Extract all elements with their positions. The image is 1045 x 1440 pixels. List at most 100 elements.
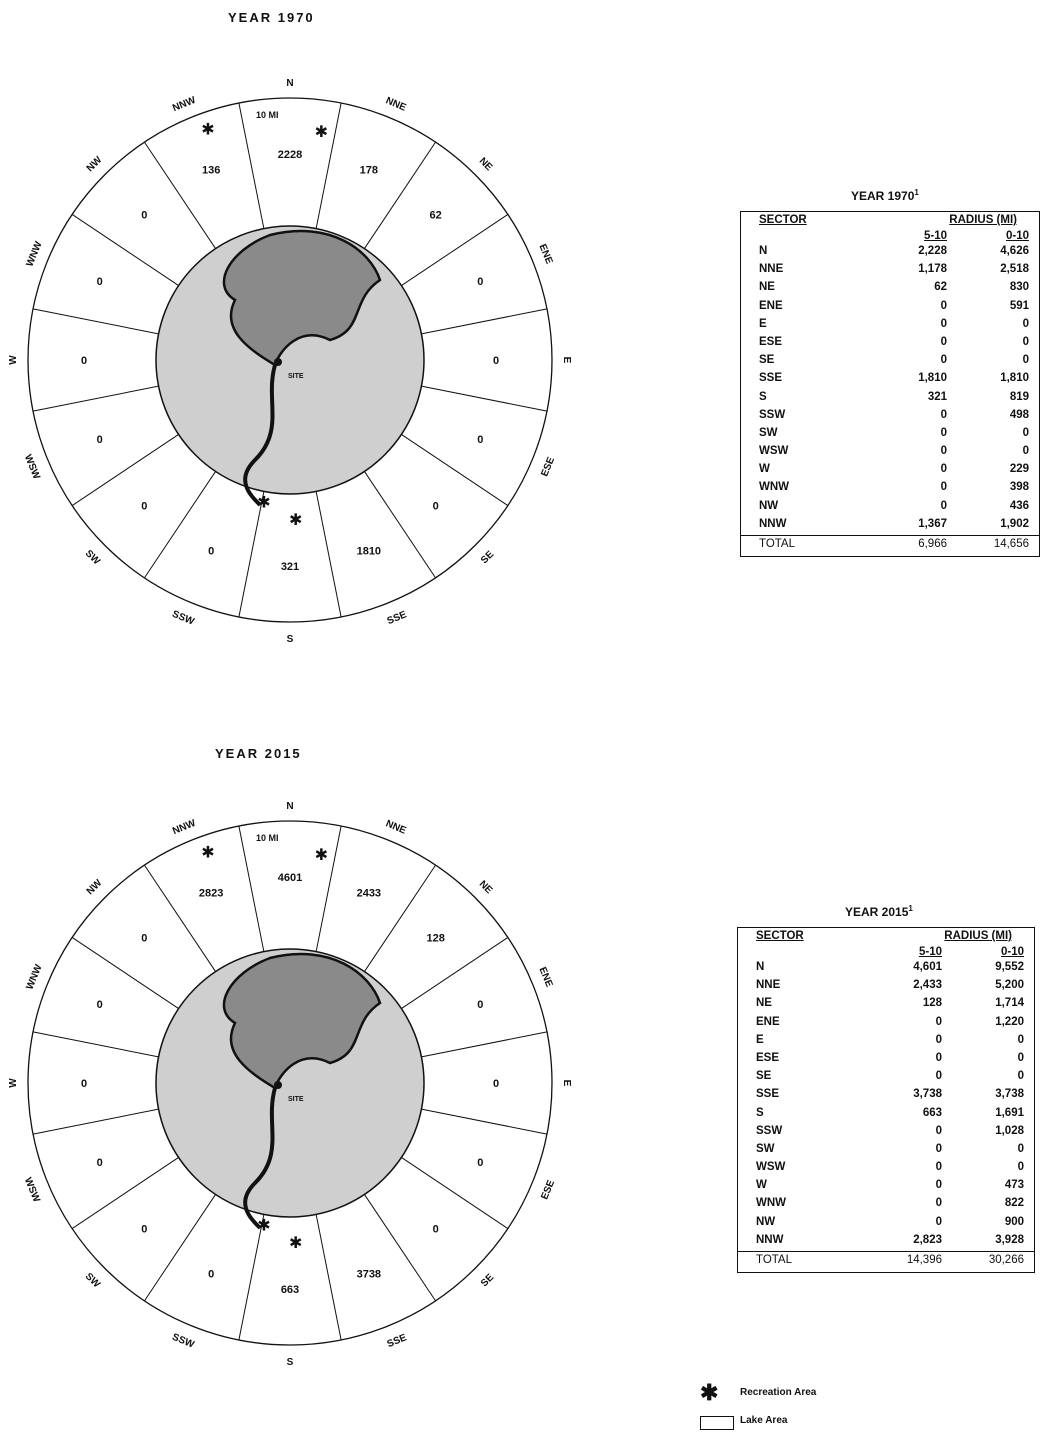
- total-label: TOTAL: [756, 1254, 792, 1266]
- sector-divider: [71, 937, 179, 1009]
- table-row: S 663 1,691: [738, 1106, 1034, 1124]
- row-value-0-10: 2,518: [1000, 263, 1029, 276]
- direction-label-nne: NNE: [384, 818, 408, 836]
- sector-divider: [144, 471, 216, 579]
- sector-divider: [421, 1108, 548, 1135]
- row-sector: E: [759, 317, 767, 330]
- asterisk-icon: ✱: [201, 844, 214, 861]
- table-row: SSW 0 498: [741, 408, 1039, 426]
- sector-value-w: 0: [81, 1078, 87, 1090]
- direction-label-ne: NE: [477, 156, 495, 174]
- table-row: SSE 1,810 1,810: [741, 371, 1039, 389]
- table-row: ESE 0 0: [741, 335, 1039, 353]
- row-value-5-10: 0: [935, 1215, 942, 1228]
- table-row: W 0 473: [738, 1178, 1034, 1196]
- row-value-0-10: 1,810: [1000, 372, 1029, 385]
- row-sector: N: [759, 245, 768, 257]
- legend-item-lake: Lake Area: [700, 1412, 900, 1440]
- lake-area: [222, 229, 382, 367]
- row-value-5-10: 0: [940, 463, 947, 476]
- sector-divider: [315, 491, 342, 618]
- direction-label-sw: SW: [83, 1271, 103, 1291]
- row-sector: NNE: [759, 263, 784, 276]
- asterisk-icon: ✱: [201, 121, 214, 138]
- footnote-mark-1970: 1: [914, 188, 919, 197]
- table-title-1970: YEAR 19701: [851, 188, 919, 203]
- row-value-5-10: 1,367: [918, 517, 947, 530]
- sector-header: SECTOR: [756, 930, 804, 942]
- table-row: N 2,228 4,626: [741, 244, 1039, 262]
- sector-value-se: 0: [433, 1224, 439, 1236]
- sector-divider: [238, 1214, 265, 1341]
- sector-map-1970: SITE 10 MI N 2228 NNE 178 NE 62 ENE 0 E 0 ESE 0 SE 0 SSE…: [8, 78, 572, 645]
- sector-value-ese: 0: [477, 434, 483, 446]
- sector-value-n: 2228: [278, 149, 302, 161]
- sector-divider: [364, 141, 436, 249]
- row-value-0-10: 436: [1009, 499, 1029, 512]
- row-value-5-10: 0: [940, 445, 947, 458]
- table-subheader: 5-10 0-10: [741, 230, 1039, 244]
- direction-label-wnw: WNW: [24, 963, 44, 992]
- sector-divider: [238, 102, 265, 229]
- sector-value-ene: 0: [477, 999, 483, 1011]
- row-value-0-10: 0: [1017, 1142, 1024, 1155]
- row-value-5-10: 0: [935, 1070, 942, 1083]
- total-value-0-10: 14,656: [993, 538, 1029, 550]
- row-value-0-10: 0: [1022, 445, 1029, 458]
- sector-value-nne: 2433: [357, 888, 381, 900]
- table-row: E 0 0: [738, 1033, 1034, 1051]
- sector-value-s: 663: [281, 1284, 299, 1296]
- row-value-0-10: 498: [1009, 408, 1029, 421]
- radius-header: RADIUS (MI): [944, 930, 1012, 942]
- map-title-2015: YEAR 2015: [215, 746, 302, 761]
- row-sector: NW: [756, 1215, 776, 1228]
- sector-value-e: 0: [493, 1078, 499, 1090]
- table-row: ESE 0 0: [738, 1051, 1034, 1069]
- row-sector: NE: [756, 997, 772, 1010]
- table-row: SSW 0 1,028: [738, 1124, 1034, 1142]
- site-label: SITE: [288, 1096, 304, 1103]
- population-table-1970: SECTOR RADIUS (MI) 5-10 0-10 N 2,228 4,626 NNE 1…: [740, 211, 1040, 557]
- table-row: NNE 1,178 2,518: [741, 262, 1039, 280]
- row-sector: W: [759, 463, 770, 476]
- map-title-1970: YEAR 1970: [228, 10, 315, 25]
- row-value-0-10: 9,552: [995, 961, 1024, 973]
- sector-value-ese: 0: [477, 1157, 483, 1169]
- row-sector: ESE: [756, 1051, 780, 1064]
- row-value-0-10: 591: [1009, 299, 1029, 312]
- sector-value-ssw: 0: [208, 545, 214, 557]
- row-value-5-10: 0: [940, 299, 947, 312]
- asterisk-icon: ✱: [700, 1380, 719, 1405]
- row-value-0-10: 0: [1017, 1070, 1024, 1083]
- sector-value-wsw: 0: [97, 1157, 103, 1169]
- row-value-5-10: 4,601: [913, 961, 942, 973]
- table-row: E 0 0: [741, 317, 1039, 335]
- row-sector: S: [756, 1106, 764, 1119]
- table-row: NW 0 900: [738, 1215, 1034, 1233]
- row-value-5-10: 0: [940, 335, 947, 348]
- table-total-row: TOTAL 6,966 14,656: [741, 535, 1039, 556]
- total-value-5-10: 14,396: [906, 1254, 942, 1266]
- row-value-0-10: 1,714: [995, 997, 1024, 1010]
- direction-label-e: E: [561, 357, 572, 364]
- row-sector: S: [759, 390, 767, 403]
- row-sector: ESE: [759, 335, 783, 348]
- row-sector: SW: [756, 1142, 775, 1155]
- radius-label: 10 MI: [256, 833, 279, 843]
- sector-divider: [421, 385, 548, 412]
- table-row: S 321 819: [741, 390, 1039, 408]
- asterisk-icon: ✱: [257, 1218, 270, 1235]
- row-value-5-10: 0: [935, 1051, 942, 1064]
- sector-value-nw: 0: [141, 209, 147, 221]
- total-value-5-10: 6,966: [918, 538, 947, 550]
- legend-recreation-label: Recreation Area: [740, 1387, 817, 1398]
- sector-divider: [364, 864, 436, 972]
- row-sector: WSW: [759, 445, 789, 458]
- row-sector: ENE: [756, 1015, 780, 1028]
- row-value-5-10: 0: [940, 408, 947, 421]
- table-row: ENE 0 591: [741, 299, 1039, 317]
- sector-divider: [71, 1157, 179, 1229]
- table-total-row: TOTAL 14,396 30,266: [738, 1251, 1034, 1272]
- sector-divider: [315, 825, 342, 952]
- direction-label-wnw: WNW: [24, 240, 44, 269]
